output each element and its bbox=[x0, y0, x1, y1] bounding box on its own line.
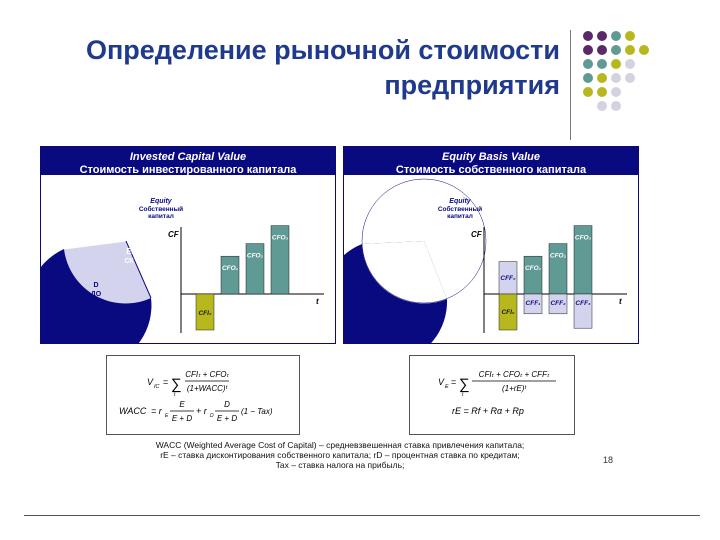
vic-sum-sub: t bbox=[174, 392, 176, 398]
right-bar-label-cfi0: CFI₀ bbox=[501, 309, 514, 316]
ve-sub: E bbox=[445, 384, 449, 390]
invested-capital-formula-box: V IC = ∑ t CFIₜ + CFOₜ (1+WACC)ᵗ WACC = … bbox=[106, 355, 300, 435]
wacc-d-num: D bbox=[224, 400, 230, 409]
right-bar-cff3 bbox=[573, 293, 593, 329]
equity-basis-diagram: Equity Собственный капитал E СК CF t CFF… bbox=[344, 178, 627, 343]
right-bar-cff1 bbox=[523, 293, 543, 315]
equity-ru-label-1: Собственный bbox=[139, 205, 183, 213]
right-bar-cfo1 bbox=[523, 255, 543, 295]
equity-ru-label-2: капитал bbox=[148, 213, 174, 220]
svg-text:=: = bbox=[163, 377, 168, 387]
svg-text:=: = bbox=[451, 377, 456, 387]
wacc-e-num: E bbox=[179, 400, 185, 409]
debt-pie-slice bbox=[64, 241, 151, 304]
left-cashflow-bars: CFI₀ CFO₁ CFO₂ CFO₃ bbox=[195, 225, 290, 331]
vic-numerator: CFIₜ + CFOₜ bbox=[185, 370, 229, 379]
right-bar-label-cff3: CFF₃ bbox=[575, 300, 591, 307]
equity-basis-header: Equity Basis Value Стоимость собственног… bbox=[344, 147, 638, 176]
footnote-line-1: WACC (Weighted Average Cost of Capital) … bbox=[155, 440, 525, 450]
vic-lhs: V bbox=[147, 377, 154, 387]
wacc-rd: + r bbox=[196, 406, 208, 416]
footnote-line-2: rE – ставка дисконтирования собственного… bbox=[160, 450, 520, 460]
ve-lhs: V bbox=[438, 377, 445, 387]
right-cashflow-bars: CFF₀ CFI₀ CFO₁ CFF₁ CFO₂ CFF₂ CFO₃ CFF₃ bbox=[498, 225, 593, 331]
equity-basis-panel: Equity Basis Value Стоимость собственног… bbox=[343, 146, 639, 344]
equity-basis-heading-ru: Стоимость собственного капитала bbox=[395, 164, 587, 176]
slide-title-line1: Определение рыночной стоимости bbox=[85, 35, 560, 65]
left-bar-cfi0 bbox=[195, 293, 215, 331]
vic-sub: IC bbox=[154, 384, 160, 390]
equity-ru-label-1: Собственный bbox=[438, 205, 482, 213]
invested-capital-panel: Invested Capital Value Стоимость инвести… bbox=[40, 146, 336, 344]
ve-numerator: CFIₜ + CFOₜ + CFFₜ bbox=[479, 370, 550, 379]
wacc-re: = r bbox=[151, 406, 163, 416]
left-bar-label-cfi0: CFI₀ bbox=[198, 310, 211, 317]
equity-formulas: V E = ∑ t CFIₜ + CFOₜ + CFFₜ (1+rE)ᵗ rE … bbox=[438, 370, 556, 416]
left-bar-label-cfo3: CFO₃ bbox=[272, 235, 289, 242]
vic-denominator: (1+WACC)ᵗ bbox=[187, 384, 228, 393]
equity-formula-box: V E = ∑ t CFIₜ + CFOₜ + CFFₜ (1+rE)ᵗ rE … bbox=[409, 355, 575, 435]
left-axis-t-label: t bbox=[316, 297, 319, 306]
debt-letter: D bbox=[93, 282, 98, 289]
left-bar-label-cfo2: CFO₂ bbox=[247, 253, 264, 260]
svg-text:∑: ∑ bbox=[459, 376, 470, 393]
ve-sum-sub: t bbox=[462, 392, 464, 398]
equity-ru-abbr: СК bbox=[124, 258, 134, 265]
debt-ru-label-2: обязательства bbox=[49, 334, 97, 342]
wacc-lhs: WACC bbox=[119, 406, 147, 416]
decorative-dot-grid bbox=[583, 31, 649, 111]
left-axis-cf-label: CF bbox=[168, 230, 180, 239]
bottom-rule bbox=[24, 515, 700, 516]
invested-capital-diagram: Equity Собственный капитал E СК D ДО Deb… bbox=[41, 198, 324, 343]
title-divider bbox=[570, 30, 571, 140]
right-bar-label-cff2: CFF₂ bbox=[550, 300, 566, 307]
page-number: 18 bbox=[603, 455, 614, 465]
debt-ru-abbr: ДО bbox=[91, 291, 102, 298]
equity-letter: E bbox=[423, 247, 429, 256]
equity-basis-heading-en: Equity Basis Value bbox=[441, 151, 541, 163]
wacc-tax: (1 − Tax) bbox=[241, 407, 273, 416]
equity-ru-abbr: СК bbox=[421, 258, 431, 265]
right-axis-cf-label: CF bbox=[471, 230, 483, 239]
ve-denominator: (1+rE)ᵗ bbox=[502, 384, 526, 393]
right-bar-cfo2 bbox=[548, 243, 568, 295]
right-bar-label-cfo2: CFO₂ bbox=[550, 253, 567, 260]
wacc-rd-sub: D bbox=[210, 413, 214, 419]
equity-letter: E bbox=[126, 247, 132, 256]
invested-capital-header: Invested Capital Value Стоимость инвести… bbox=[41, 147, 335, 176]
left-bar-cfo1 bbox=[220, 255, 240, 295]
equity-en-label: Equity bbox=[449, 198, 471, 205]
right-bar-label-cfo3: CFO₃ bbox=[575, 235, 592, 242]
right-bar-label-cfo1: CFO₁ bbox=[525, 265, 541, 272]
debt-en-label: Debt bbox=[55, 320, 71, 327]
re-formula: rE = Rf + Rα + Rp bbox=[452, 406, 524, 416]
right-bar-cff2 bbox=[548, 293, 568, 315]
right-bar-label-cff1: CFF₁ bbox=[526, 300, 541, 307]
right-bar-label-cff0: CFF₀ bbox=[500, 275, 516, 282]
right-bar-cfi0 bbox=[498, 293, 518, 331]
invested-capital-heading-ru: Стоимость инвестированного капитала bbox=[79, 164, 297, 176]
wacc-d-den: E + D bbox=[217, 414, 237, 423]
slide-title-line2: предприятия bbox=[384, 70, 560, 100]
invested-capital-formulas: V IC = ∑ t CFIₜ + CFOₜ (1+WACC)ᵗ WACC = … bbox=[119, 370, 273, 423]
invested-capital-heading-en: Invested Capital Value bbox=[129, 151, 247, 163]
equity-en-label: Equity bbox=[150, 198, 172, 205]
equity-ru-label-2: капитал bbox=[447, 213, 473, 220]
footnote-line-3: Tax – ставка налога на прибыль; bbox=[275, 460, 405, 470]
wacc-re-sub: E bbox=[165, 413, 169, 419]
debt-ru-label-1: Долгосрочные bbox=[49, 328, 97, 335]
right-axis-t-label: t bbox=[619, 297, 622, 306]
left-bar-label-cfo1: CFO₁ bbox=[222, 265, 238, 272]
svg-text:∑: ∑ bbox=[171, 376, 182, 393]
left-bar-cfo2 bbox=[245, 243, 265, 295]
wacc-e-den: E + D bbox=[172, 414, 192, 423]
left-bar-cfo3 bbox=[270, 225, 290, 295]
